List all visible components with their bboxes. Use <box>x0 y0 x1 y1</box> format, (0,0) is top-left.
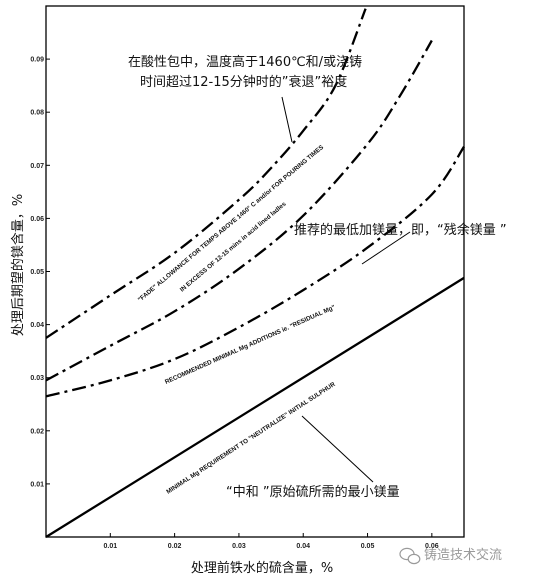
y-tick-label: 0.05 <box>30 269 44 276</box>
y-tick-label: 0.06 <box>30 216 44 223</box>
y-tick-label: 0.03 <box>30 375 44 382</box>
neutralize-label-cn: “中和 ”原始硫所需的最小镁量 <box>226 484 400 500</box>
fade-leader-line <box>281 96 293 143</box>
x-tick-label: 0.03 <box>232 543 246 550</box>
fade-label-cn-1: 在酸性包中，温度高于1460℃和/或浇铸 <box>128 54 362 70</box>
residual-label-cn: 推荐的最低加镁量，即，“残余镁量 ” <box>294 222 507 238</box>
neutralize-label-en: MINIMAL Mg REQUIREMENT TO "NEUTRALIZE" I… <box>165 381 337 496</box>
fade-label-en-2: IN EXCESS OF 12-15 mins in acid lined la… <box>179 200 288 293</box>
y-axis-label: 处理后期望的镁含量，% <box>10 194 26 336</box>
x-axis-ticks: 0.01 0.02 0.03 0.04 0.05 0.06 <box>103 533 439 550</box>
x-tick-label: 0.01 <box>103 543 117 550</box>
watermark: 铸造技术交流 <box>399 547 502 565</box>
x-axis-label: 处理前铁水的硫含量，% <box>191 560 333 576</box>
x-tick-label: 0.06 <box>425 543 439 550</box>
fade-label-cn-2: 时间超过12-15分钟时的”衰退”裕度 <box>140 74 347 90</box>
x-tick-label: 0.04 <box>296 543 310 550</box>
wechat-icon <box>399 547 421 565</box>
residual-leader-line <box>361 231 411 265</box>
y-tick-label: 0.07 <box>30 163 44 170</box>
y-tick-label: 0.04 <box>30 322 44 329</box>
series-line-2 <box>45 146 465 398</box>
series-line-3 <box>45 39 433 382</box>
series-line-1 <box>45 276 465 538</box>
x-tick-label: 0.02 <box>168 543 182 550</box>
series-line-4 <box>45 8 367 339</box>
y-tick-label: 0.09 <box>30 57 44 64</box>
y-tick-label: 0.08 <box>30 110 44 117</box>
neutralize-leader-line <box>301 415 374 483</box>
y-tick-label: 0.02 <box>30 428 44 435</box>
x-tick-label: 0.05 <box>361 543 375 550</box>
series-layer <box>45 8 465 538</box>
y-tick-label: 0.01 <box>30 481 44 488</box>
y-axis-ticks: 0.01 0.02 0.03 0.04 0.05 0.06 0.07 0.08 0.09 <box>30 57 50 488</box>
watermark-text: 铸造技术交流 <box>424 547 502 563</box>
